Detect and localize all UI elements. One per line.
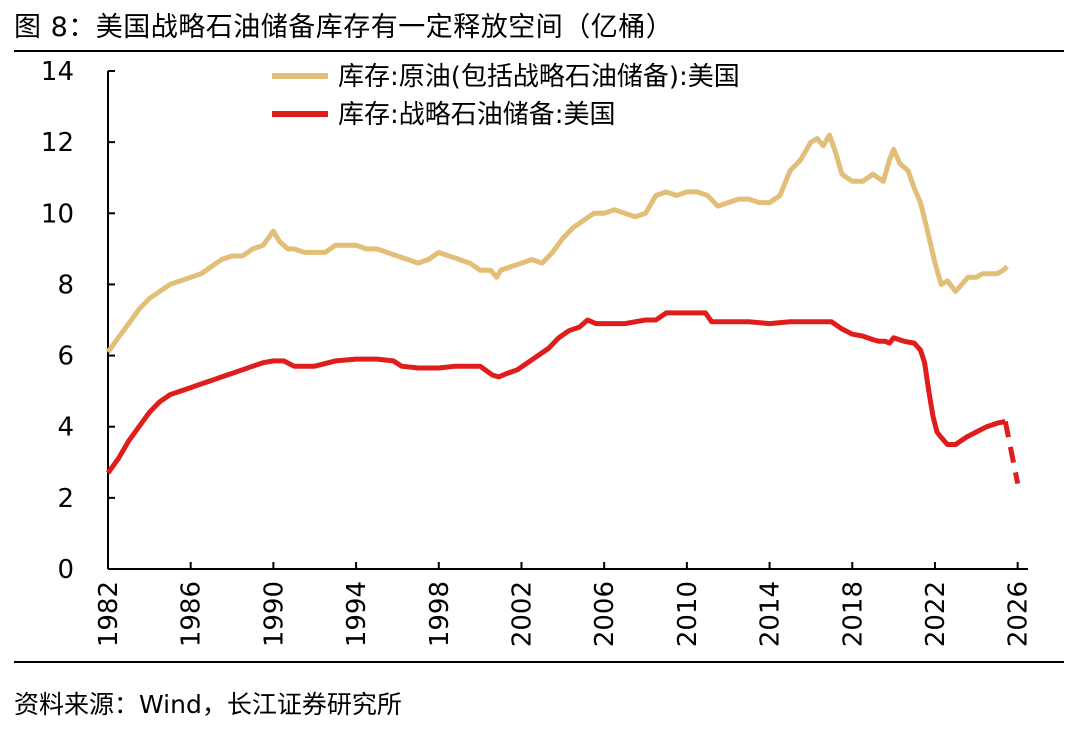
x-tick-label: 1990 xyxy=(259,581,289,647)
y-tick-label: 14 xyxy=(41,57,74,87)
y-tick-label: 8 xyxy=(57,270,74,300)
title-divider xyxy=(14,50,1064,52)
x-tick-label: 2006 xyxy=(590,581,620,647)
y-tick-label: 4 xyxy=(57,413,74,443)
legend-label: 库存:战略石油储备:美国 xyxy=(338,100,616,130)
y-tick-label: 10 xyxy=(41,199,74,229)
chart-axes: 0 2 4 6 8 10 12 14 1982 1986 1990 1994 1998 2002 2006 2… xyxy=(41,57,1034,647)
chart-lines xyxy=(105,132,1021,485)
legend-label: 库存:原油(包括战略石油储备):美国 xyxy=(338,62,740,92)
x-tick-label: 1982 xyxy=(94,581,124,647)
figure-source: 资料来源：Wind，长江证券研究所 xyxy=(14,690,402,719)
x-tick-label: 1986 xyxy=(177,581,207,647)
figure-title: 图 8：美国战略石油储备库存有一定释放空间（亿桶） xyxy=(14,12,674,43)
x-tick-label: 2026 xyxy=(1004,581,1034,647)
x-tick-label: 2002 xyxy=(507,581,537,647)
y-tick-label: 0 xyxy=(57,555,74,585)
y-tick-label: 2 xyxy=(57,484,74,514)
series-line-0 xyxy=(105,132,1009,354)
source-divider xyxy=(14,661,1064,663)
x-tick-label: 2010 xyxy=(673,581,703,647)
y-tick-label: 12 xyxy=(41,128,74,158)
x-tick-label: 2014 xyxy=(756,581,786,647)
x-tick-label: 1998 xyxy=(425,581,455,647)
x-tick-label: 1994 xyxy=(342,581,372,647)
series-line-2 xyxy=(1002,420,1021,485)
y-tick-label: 6 xyxy=(57,342,74,372)
x-tick-label: 2018 xyxy=(838,581,868,647)
x-tick-label: 2022 xyxy=(921,581,951,647)
series-line-1 xyxy=(105,310,1006,475)
